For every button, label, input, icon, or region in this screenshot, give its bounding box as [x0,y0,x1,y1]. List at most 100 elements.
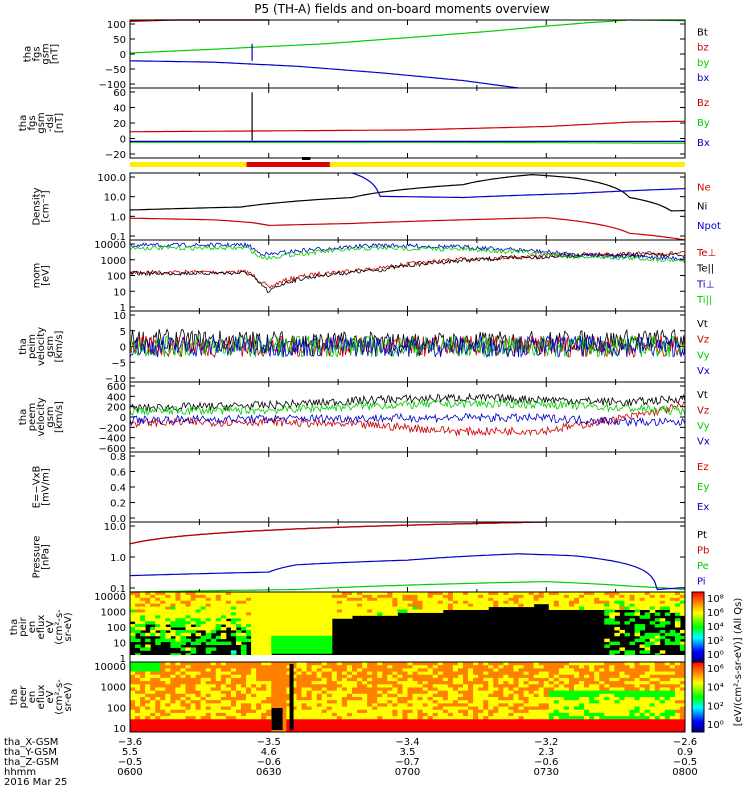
spec-cell [175,690,181,695]
spec-cell [422,668,429,673]
spec-cell [548,603,555,608]
spec-cell [291,703,297,708]
spec-cell [220,684,227,688]
spec-cell [599,594,605,599]
spec-cell [417,712,424,717]
spec-cell [402,690,408,695]
spec-cell [599,668,605,673]
spec-cell [150,674,156,679]
spec-cell [533,700,540,704]
spec-cell [336,700,343,704]
spec-cell [624,597,630,602]
spec-cell [291,706,297,711]
spec-cell [654,693,661,698]
spec-cell [624,600,630,605]
spec-cell [619,709,625,714]
spec-cell [135,621,141,625]
ytick-label: 1 [120,303,126,314]
spec-cell [160,693,166,698]
spec-cell [160,703,166,708]
spec-cell [558,677,565,682]
spec-cell [261,684,267,688]
spec-cell [346,681,353,685]
spec-cell [281,716,287,720]
spec-cell [473,725,479,730]
spec-cell [175,709,181,714]
spec-cell [291,638,297,643]
spec-cell [251,665,257,669]
spec-cell [624,700,630,704]
spec-cell [599,693,605,698]
spec-cell [281,703,287,708]
spec-cell [679,609,686,613]
spec-cell [639,697,646,701]
spec-cell [574,597,580,602]
spec-cell [246,697,252,701]
spec-cell [407,728,414,733]
spec-cell [493,592,499,596]
spec-cell [498,700,504,704]
spec-cell [664,709,671,714]
spec-cell [215,681,222,685]
spec-cell [195,612,202,616]
spec-cell [200,615,207,619]
spec-cell [336,709,343,714]
spec-cell [321,609,328,613]
spec-cell [311,641,318,645]
spec-cell [397,665,403,669]
spec-cell [478,603,484,608]
spec-cell [508,597,514,602]
spec-cell [185,662,192,666]
spec-cell [346,603,353,608]
spec-cell [473,687,479,692]
spec-cell [392,725,398,730]
spec-cell [220,600,227,605]
spec-cell [468,606,474,610]
spec-cell [276,594,282,599]
spec-cell [412,603,419,608]
spec-cell [457,709,464,714]
spec-cell [493,597,499,602]
spec-cell [326,627,333,631]
spec-cell [447,684,454,688]
spec-cell [619,703,625,708]
spec-cell [377,674,383,679]
spec-cell [679,716,686,720]
spec-cell [205,697,212,701]
spec-cell [326,725,333,730]
spec-cell [286,629,292,634]
spec-cell [286,716,292,720]
spec-cell [664,662,671,666]
spec-cell [609,722,615,727]
spec-cell [594,725,600,730]
spec-cell [160,606,166,610]
spec-cell [634,624,641,628]
spec-cell [387,681,393,685]
spec-cell [493,728,499,733]
spec-cell [478,674,484,679]
spec-cell [659,621,666,625]
spec-cell [150,725,156,730]
spec-cell [503,709,509,714]
spec-cell [493,674,499,679]
spec-cell [609,677,615,682]
spec-cell [417,728,424,733]
spec-cell [558,706,565,711]
spec-cell [281,722,287,727]
spec-cell [352,709,358,714]
spec-cell [468,722,474,727]
spec-cell [457,594,464,599]
spec-cell [246,606,252,610]
spec-cell [402,719,408,723]
ylabel-line: gsm [45,406,56,427]
spec-cell [563,706,570,711]
spec-cell [185,677,192,682]
spec-cell [306,594,313,599]
spec-cell [241,703,247,708]
spec-cell [135,665,141,669]
spec-cell [649,684,656,688]
spec-cell [584,662,590,666]
spec-cell [407,690,414,695]
spec-cell [246,693,252,698]
spec-cell [145,594,151,599]
